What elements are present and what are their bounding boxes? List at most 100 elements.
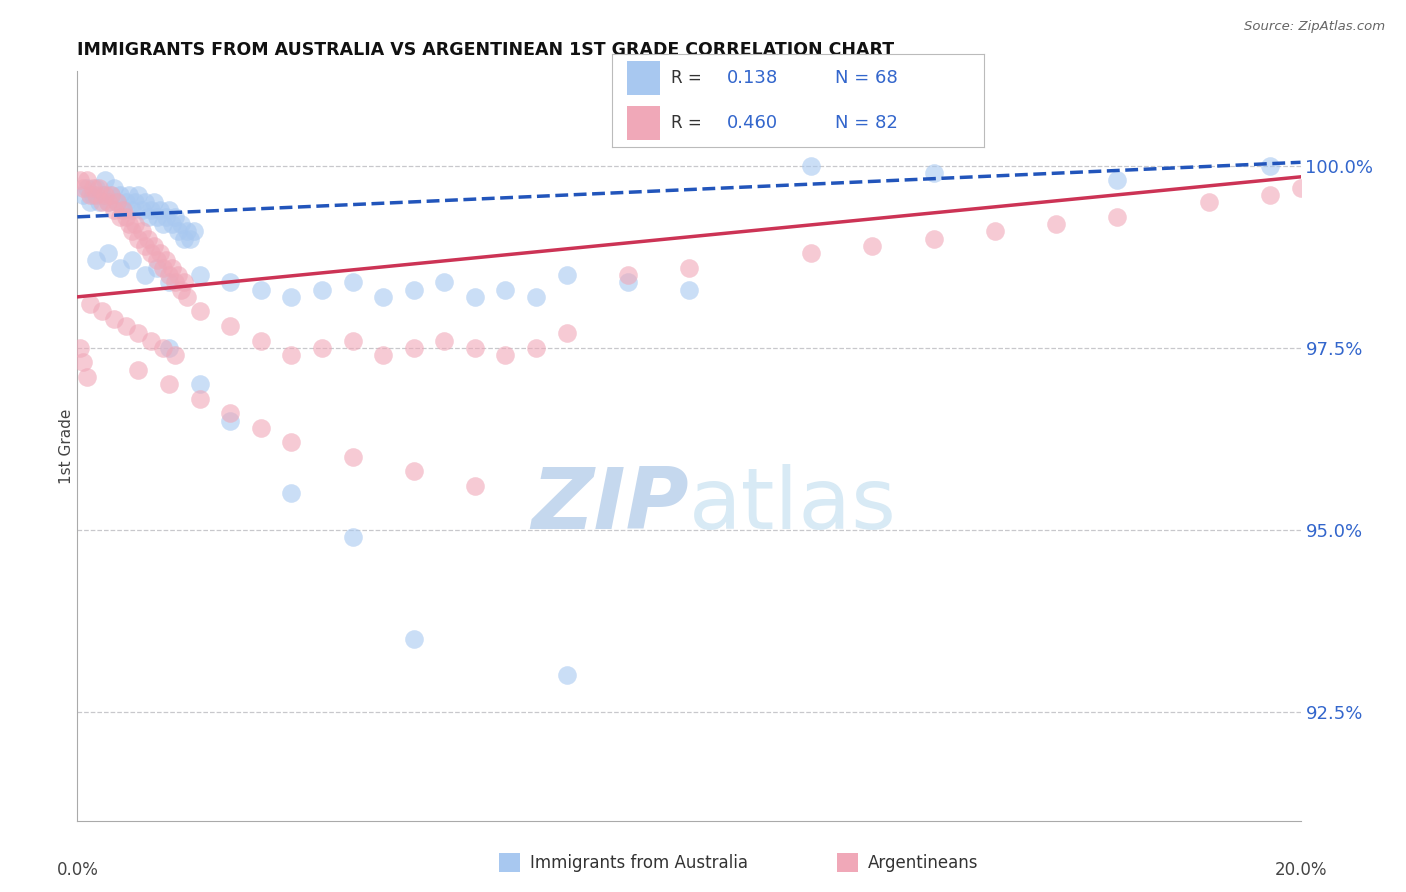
Point <box>371 290 394 304</box>
Point <box>152 260 174 275</box>
Point <box>1045 217 1067 231</box>
Text: Immigrants from Australia: Immigrants from Australia <box>530 855 748 872</box>
Point <box>280 348 302 362</box>
Point <box>170 283 193 297</box>
Point <box>115 210 138 224</box>
Point <box>155 253 177 268</box>
Point <box>69 341 91 355</box>
Point <box>173 276 195 290</box>
Point <box>118 188 141 202</box>
Bar <box>627 61 659 95</box>
Point <box>160 217 183 231</box>
Point <box>146 260 169 275</box>
Point <box>280 486 302 500</box>
Point <box>219 406 242 420</box>
Point <box>157 202 180 217</box>
Point <box>433 334 456 348</box>
Point <box>72 355 94 369</box>
Point <box>97 195 120 210</box>
Point <box>1198 195 1220 210</box>
Point <box>311 283 333 297</box>
Point <box>72 180 94 194</box>
Point <box>555 268 578 282</box>
Point <box>82 188 104 202</box>
Point <box>76 173 98 187</box>
Point <box>617 268 640 282</box>
Point <box>402 341 425 355</box>
Point <box>128 232 150 246</box>
Point <box>173 232 195 246</box>
Point <box>146 253 169 268</box>
Point <box>157 276 180 290</box>
Point <box>84 188 107 202</box>
Point <box>1289 180 1312 194</box>
Text: Argentineans: Argentineans <box>868 855 979 872</box>
Point <box>152 217 174 231</box>
Point <box>678 283 700 297</box>
Point <box>90 188 112 202</box>
Point <box>76 370 98 384</box>
Text: N = 82: N = 82 <box>835 114 898 132</box>
Point <box>103 202 125 217</box>
Point <box>371 348 394 362</box>
Point <box>342 450 364 464</box>
Point <box>311 341 333 355</box>
Point <box>433 276 456 290</box>
Point <box>155 210 177 224</box>
Point <box>112 202 135 217</box>
Point <box>280 290 302 304</box>
Point <box>149 202 172 217</box>
Point <box>108 188 131 202</box>
Text: Source: ZipAtlas.com: Source: ZipAtlas.com <box>1244 20 1385 33</box>
Point <box>105 195 128 210</box>
Point <box>984 224 1007 238</box>
Point <box>134 268 156 282</box>
Point <box>79 195 101 210</box>
Point <box>402 283 425 297</box>
Point <box>115 195 138 210</box>
Point <box>342 334 364 348</box>
Point <box>121 253 143 268</box>
Point <box>1107 173 1129 187</box>
Point <box>157 377 180 392</box>
Point <box>219 318 242 333</box>
Point <box>800 159 823 173</box>
Point <box>495 283 517 297</box>
Point <box>69 173 91 187</box>
Text: 0.138: 0.138 <box>727 69 779 87</box>
Point <box>142 195 165 210</box>
Point <box>115 318 138 333</box>
Point <box>188 377 211 392</box>
Point <box>176 290 198 304</box>
Point <box>87 180 110 194</box>
Point <box>103 180 125 194</box>
Point <box>108 210 131 224</box>
Point <box>87 195 110 210</box>
Point <box>136 210 159 224</box>
Point <box>1258 188 1281 202</box>
Point <box>149 246 172 260</box>
Point <box>139 334 162 348</box>
Point <box>128 326 150 341</box>
Point <box>157 268 180 282</box>
Point <box>139 246 162 260</box>
Point <box>142 239 165 253</box>
Point <box>1107 210 1129 224</box>
Point <box>188 392 211 406</box>
Point <box>678 260 700 275</box>
Point <box>131 202 153 217</box>
Point <box>72 188 94 202</box>
Point <box>79 188 101 202</box>
Point <box>84 253 107 268</box>
Point <box>250 283 273 297</box>
Point <box>342 276 364 290</box>
Point <box>280 435 302 450</box>
Point <box>100 188 122 202</box>
Point <box>97 195 120 210</box>
Point <box>131 224 153 238</box>
Point <box>165 276 187 290</box>
Point <box>800 246 823 260</box>
Point <box>219 413 242 427</box>
Point <box>524 341 547 355</box>
Point <box>555 668 578 682</box>
